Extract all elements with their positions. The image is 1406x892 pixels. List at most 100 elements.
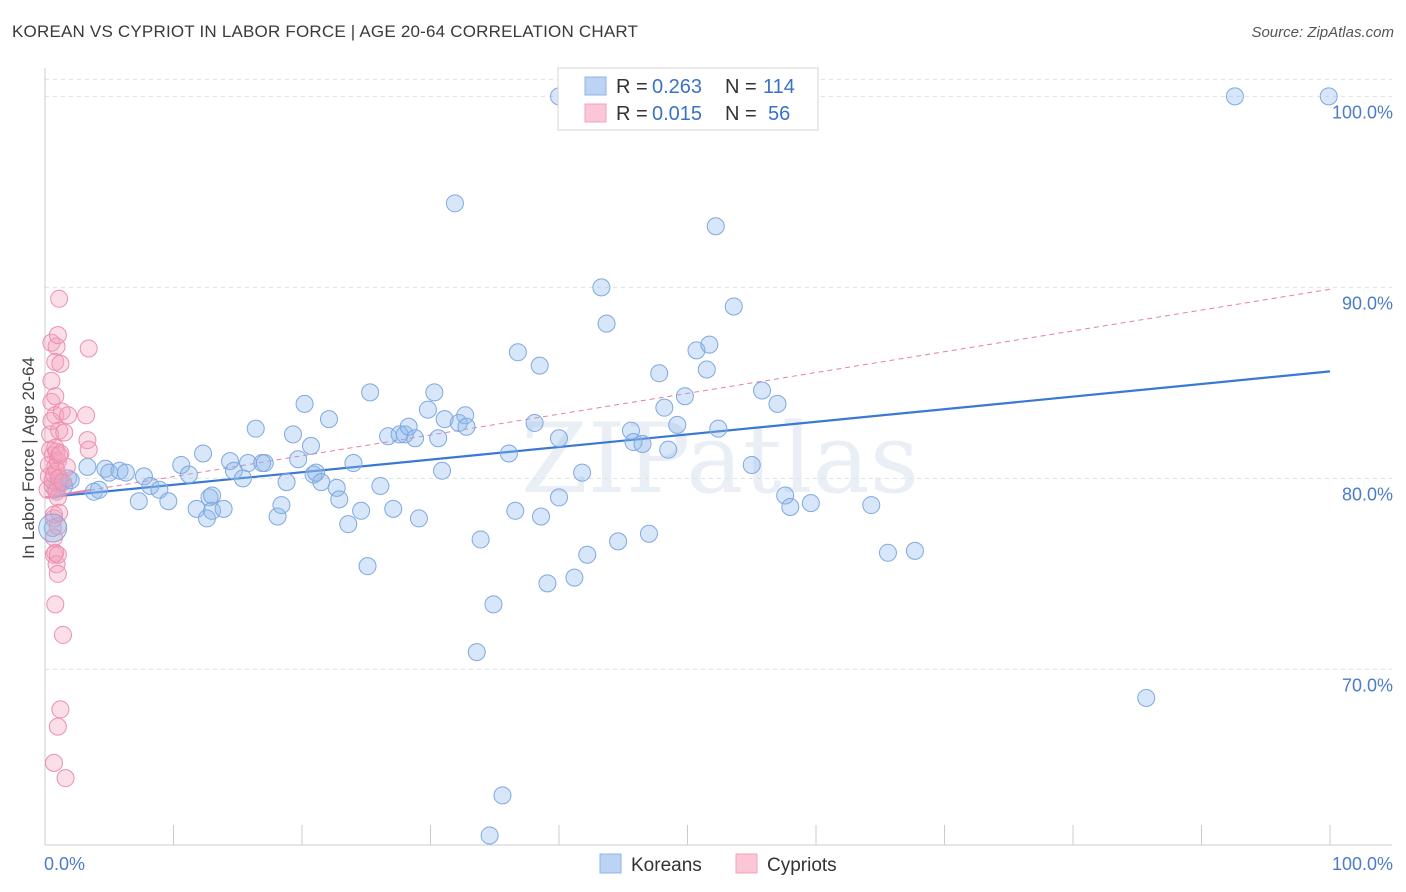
legend-r-value-2: 0.015 [652,103,702,125]
point-cypriots [50,289,69,308]
point-cypriots [59,406,78,425]
point-koreans [781,497,800,516]
point-koreans [246,419,265,438]
point-koreans [592,278,611,297]
point-koreans [284,425,303,444]
data-points [38,87,1338,845]
point-koreans [89,480,108,499]
point-cypriots [50,503,69,522]
point-koreans [724,297,743,316]
point-koreans [456,406,475,425]
legend-r-value-1: 0.263 [652,76,702,98]
point-cypriots [48,564,67,583]
point-cypriots [46,543,65,562]
point-koreans [418,400,437,419]
point-koreans [307,463,326,482]
point-koreans [361,383,380,402]
y-tick-label: 80.0% [1342,484,1393,504]
point-cypriots [47,482,66,501]
legend-box: R = 0.263 N = 114 R = 0.015 N = 56 [557,67,819,131]
legend-r-label-2: R = [616,103,648,125]
point-koreans [406,429,425,448]
point-koreans [467,643,486,662]
legend-n-label-2: N = [725,103,757,125]
point-koreans [668,415,687,434]
point-koreans [224,461,243,480]
point-koreans [525,413,544,432]
point-koreans [194,444,213,463]
point-koreans [390,425,409,444]
point-koreans [203,486,222,505]
point-koreans [1319,87,1338,106]
point-koreans [352,501,371,520]
point-koreans [319,410,338,429]
watermark: ZIPatlas [521,403,919,515]
point-koreans [706,217,725,236]
bottom-legend: Koreans Cypriots [599,853,837,876]
legend-n-label-1: N = [725,76,757,98]
point-koreans [425,383,444,402]
point-cypriots [57,457,76,476]
y-tick-label: 100.0% [1332,102,1393,122]
point-koreans [203,501,222,520]
point-koreans [565,568,584,587]
point-koreans [532,507,551,526]
point-koreans [776,486,795,505]
point-koreans [330,490,349,509]
point-koreans [480,826,499,845]
point-koreans [371,476,390,495]
point-cypriots [79,440,98,459]
point-koreans [344,454,363,473]
point-koreans [384,499,403,518]
y-axis-label: In Labor Force | Age 20-64 [19,357,38,559]
point-koreans [435,410,454,429]
point-koreans [639,524,658,543]
point-cypriots [41,425,60,444]
point-koreans [621,421,640,440]
bottom-legend-cypriots: Cypriots [767,855,837,876]
point-koreans [493,786,512,805]
point-koreans [221,452,240,471]
point-cypriots [55,423,74,442]
point-koreans [609,532,628,551]
point-cypriots [56,769,75,788]
bottom-legend-swatch-koreans [599,853,622,874]
point-koreans [233,469,252,488]
point-koreans [878,543,897,562]
point-koreans [129,492,148,511]
point-cypriots [79,339,98,358]
point-cypriots [51,354,70,373]
point-koreans [508,343,527,362]
legend-n-value-1: 114 [763,76,795,98]
point-koreans [141,476,160,495]
point-koreans [134,467,153,486]
point-koreans [633,434,652,453]
legend-n-value-2: 56 [768,103,790,125]
point-koreans [530,356,549,375]
point-koreans [905,541,924,560]
point-koreans-large [38,513,68,543]
point-koreans [624,433,643,452]
point-koreans [272,496,291,515]
point-koreans [573,463,592,482]
tick-labels: 70.0% 80.0% 90.0% 100.0% 0.0% 100.0% [44,102,1393,874]
point-koreans [655,398,674,417]
point-koreans [506,501,525,520]
bottom-legend-koreans: Koreans [631,855,702,876]
source-label: Source: ZipAtlas.com [1251,24,1394,41]
point-koreans [862,496,881,515]
point-koreans [1225,87,1244,106]
point-koreans [1137,688,1156,707]
point-cypriots [78,431,97,450]
point-koreans [327,478,346,497]
point-cypriots [48,545,67,564]
x-tick-label: 0.0% [44,854,85,874]
point-koreans [295,394,314,413]
point-koreans [255,454,274,473]
point-koreans [116,463,135,482]
point-koreans [277,473,296,492]
point-koreans [499,444,518,463]
point-cypriots [53,473,72,492]
point-koreans [358,557,377,576]
